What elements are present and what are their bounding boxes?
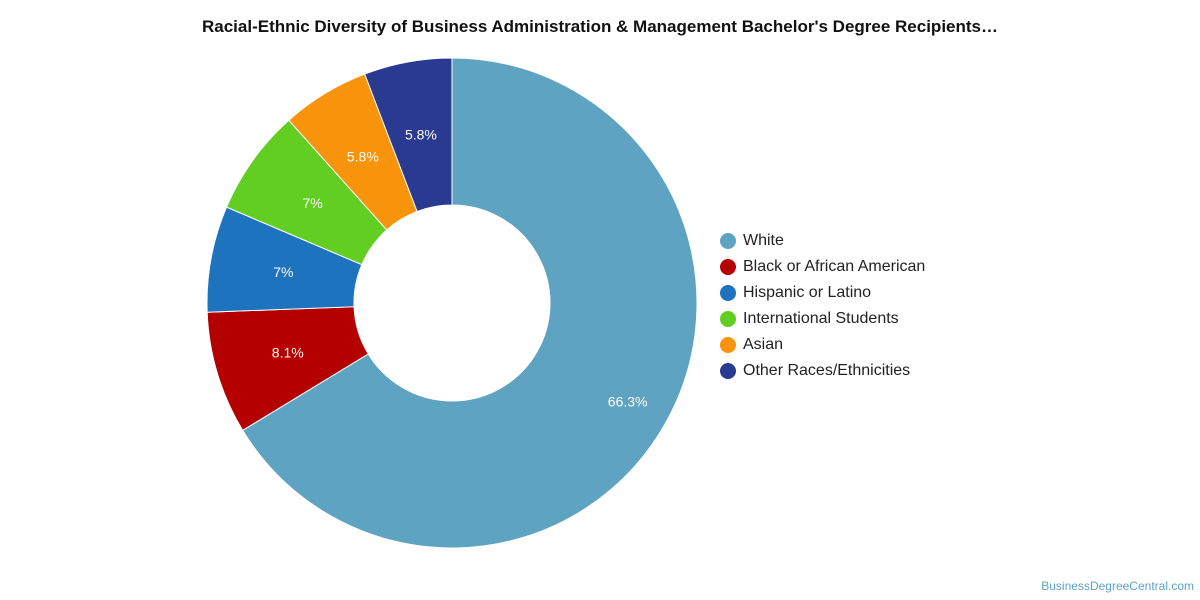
- legend-swatch-icon: [720, 285, 736, 301]
- legend-swatch-icon: [720, 337, 736, 353]
- legend-swatch-icon: [720, 311, 736, 327]
- slice-label-black-or-african-american: 8.1%: [272, 344, 304, 360]
- slices: [206, 57, 698, 549]
- slice-other-races-ethnicities[interactable]: [364, 57, 453, 213]
- legend-item-black-or-african-american[interactable]: Black or African American: [720, 254, 925, 280]
- legend-item-white[interactable]: White: [720, 228, 925, 254]
- slice-label-hispanic-or-latino: 7%: [273, 264, 293, 280]
- slice-label-other-races-ethnicities: 5.8%: [405, 126, 437, 142]
- slice-label-international-students: 7%: [303, 195, 323, 211]
- chart-title: Racial-Ethnic Diversity of Business Admi…: [201, 17, 998, 36]
- legend-swatch-icon: [720, 363, 736, 379]
- legend-label: Black or African American: [743, 258, 926, 275]
- legend-swatch-icon: [720, 233, 736, 249]
- legend-swatch-icon: [720, 259, 736, 275]
- legend-label: White: [743, 232, 784, 249]
- legend-item-asian[interactable]: Asian: [720, 332, 925, 358]
- legend-item-other-races-ethnicities[interactable]: Other Races/Ethnicities: [720, 358, 925, 384]
- slice-labels: 66.3% 8.1% 7% 7% 5.8% 5.8%: [272, 126, 648, 409]
- source-credit[interactable]: BusinessDegreeCentral.com: [1041, 579, 1194, 593]
- slice-label-asian: 5.8%: [347, 148, 379, 164]
- slice-white[interactable]: [242, 57, 698, 549]
- legend-label: Asian: [743, 336, 784, 353]
- legend-item-international-students[interactable]: International Students: [720, 306, 925, 332]
- slice-label-white: 66.3%: [608, 394, 648, 410]
- legend-label: Other Races/Ethnicities: [743, 362, 911, 379]
- legend-label: International Students: [743, 310, 899, 327]
- legend: White Black or African American Hispanic o…: [720, 228, 925, 384]
- legend-label: Hispanic or Latino: [743, 284, 872, 301]
- legend-item-hispanic-or-latino[interactable]: Hispanic or Latino: [720, 280, 925, 306]
